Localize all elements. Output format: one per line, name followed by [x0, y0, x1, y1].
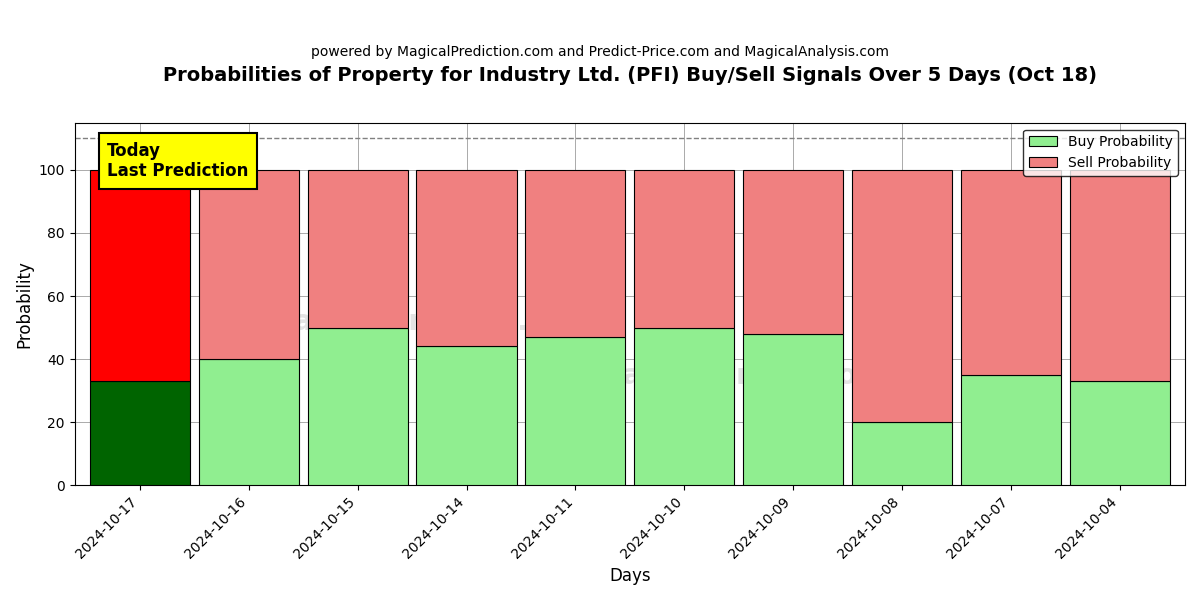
- Bar: [90, 381, 190, 485]
- Legend: Buy Probability, Sell Probability: Buy Probability, Sell Probability: [1024, 130, 1178, 176]
- Bar: [416, 346, 517, 485]
- Bar: [307, 170, 408, 328]
- Text: powered by MagicalPrediction.com and Predict-Price.com and MagicalAnalysis.com: powered by MagicalPrediction.com and Pre…: [311, 45, 889, 59]
- Bar: [961, 375, 1061, 485]
- Bar: [852, 422, 952, 485]
- Text: MagicalPrediction.com: MagicalPrediction.com: [596, 362, 953, 391]
- Bar: [307, 328, 408, 485]
- Bar: [1069, 381, 1170, 485]
- Bar: [90, 170, 190, 381]
- Text: Today
Last Prediction: Today Last Prediction: [107, 142, 248, 181]
- Text: MagicalAnalysis.com: MagicalAnalysis.com: [266, 308, 593, 336]
- Bar: [199, 170, 299, 359]
- Bar: [634, 170, 734, 328]
- X-axis label: Days: Days: [610, 567, 650, 585]
- Bar: [634, 328, 734, 485]
- Y-axis label: Probability: Probability: [16, 260, 34, 348]
- Bar: [961, 170, 1061, 375]
- Bar: [852, 170, 952, 422]
- Bar: [743, 334, 844, 485]
- Bar: [526, 170, 625, 337]
- Title: Probabilities of Property for Industry Ltd. (PFI) Buy/Sell Signals Over 5 Days (: Probabilities of Property for Industry L…: [163, 66, 1097, 85]
- Bar: [1069, 170, 1170, 381]
- Bar: [416, 170, 517, 346]
- Bar: [743, 170, 844, 334]
- Bar: [526, 337, 625, 485]
- Bar: [199, 359, 299, 485]
